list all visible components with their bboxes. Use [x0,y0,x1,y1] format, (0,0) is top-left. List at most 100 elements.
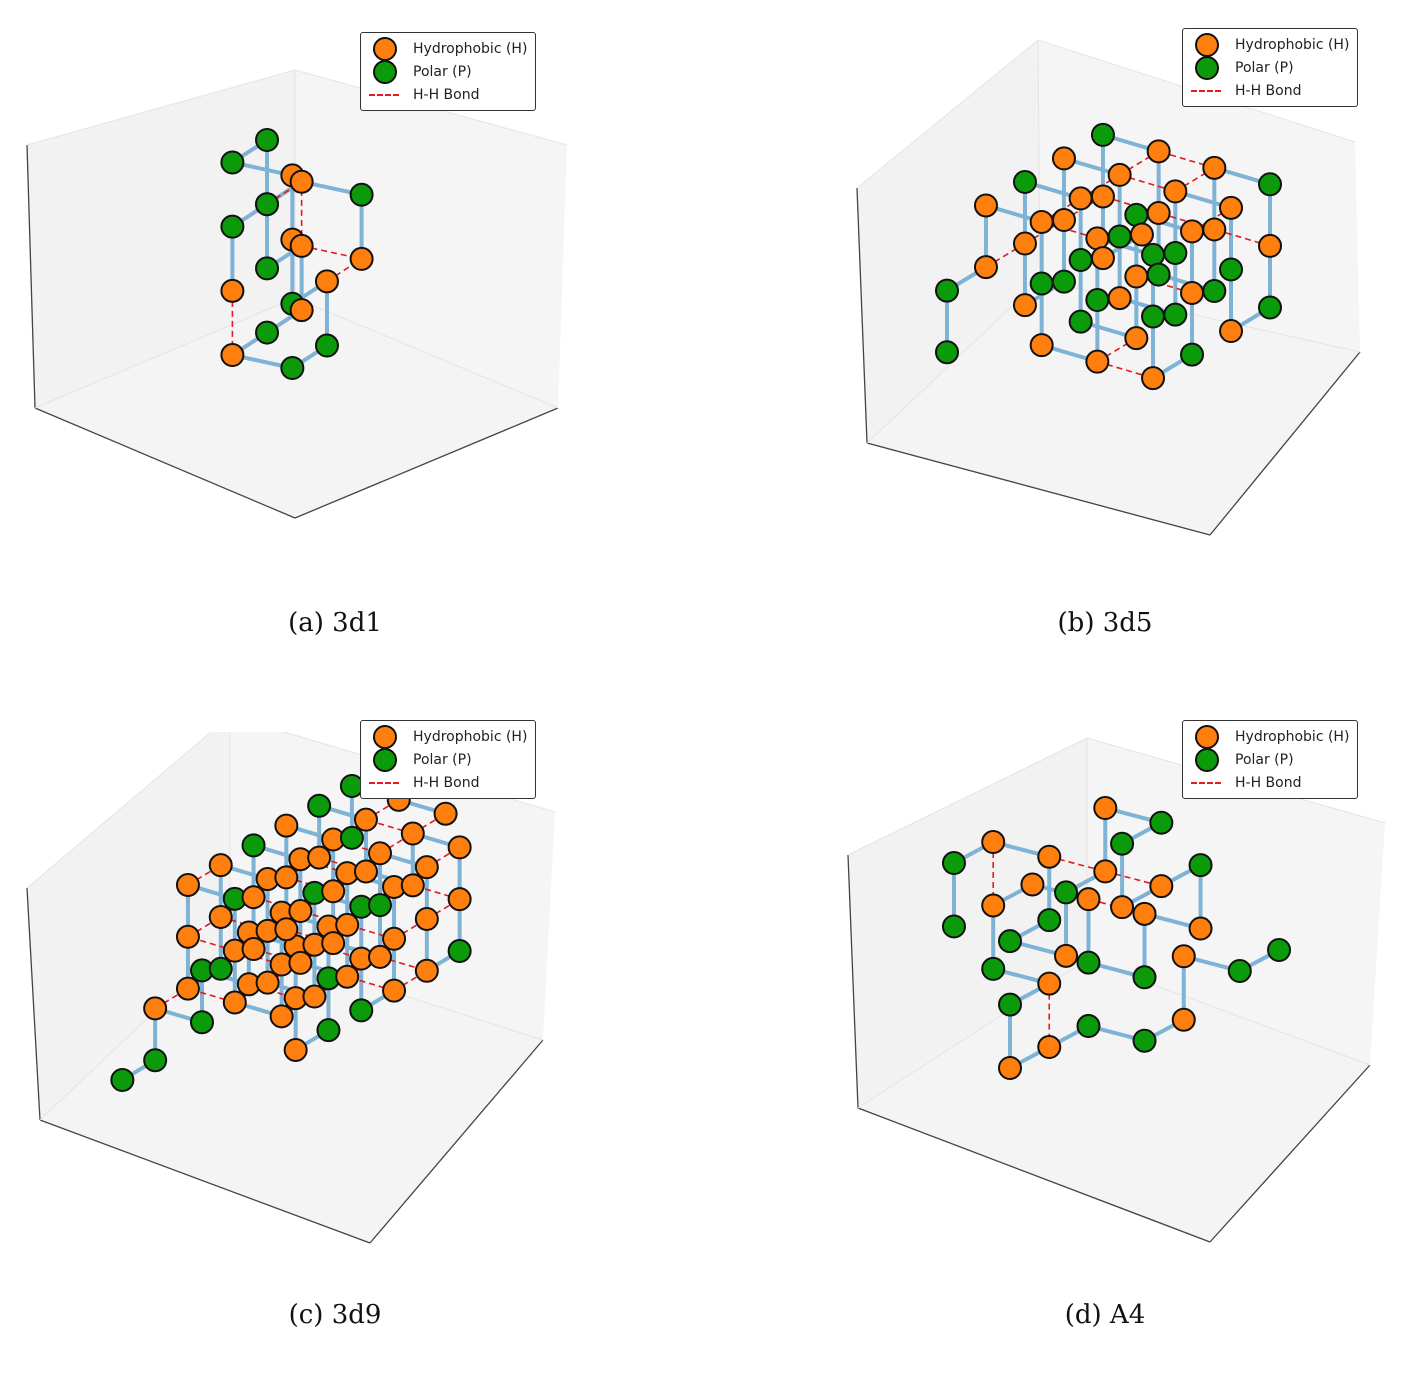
hydrophobic-residue [368,841,393,866]
pane-edge [26,69,296,146]
polar-residue [1141,304,1166,329]
hydrophobic-residue [1093,859,1118,884]
polar-residue [241,833,266,858]
hydrophobic-marker-icon [373,724,397,749]
hydrophobic-residue [1090,184,1115,209]
polar-residue [1141,242,1166,267]
hydrophobic-residue [1051,146,1076,171]
pane-edge [847,737,1088,856]
hydrophobic-residue [1093,796,1118,820]
polar-residue [1076,1014,1101,1039]
legend-hh-bond: H-H Bond [413,86,480,103]
hydrophobic-residue [1188,916,1213,941]
left-pane [27,732,230,1120]
axis-line [34,407,296,519]
polar-residue [314,333,339,358]
hydrophobic-residue [1012,231,1037,256]
hh-bond [1174,167,1215,193]
hydrophobic-residue [143,996,168,1021]
hydrophobic-residue [447,835,472,860]
panel-3d5: Hydrophobic (H) Polar (P) H-H Bond [710,28,1410,700]
hydrophobic-residue [400,821,425,846]
hydrophobic-residue [1180,219,1205,244]
hydrophobic-residue [1202,217,1227,242]
polar-residue [1258,172,1282,197]
legend-polar: Polar (P) [413,63,472,80]
pane-edge [856,40,1039,189]
polar-residue [1068,248,1093,273]
polar-residue [1202,279,1227,304]
hydrophobic-residue [1037,971,1062,996]
residues [935,122,1282,391]
hydrophobic-residue [1124,326,1149,351]
hh-bond-line-icon [1191,89,1221,92]
back-pane [295,70,567,408]
lattice-plot-3d1 [26,69,568,519]
pane-edge [26,732,212,889]
hydrophobic-residue [1202,155,1227,180]
hydrophobic-residue [220,343,245,368]
lattice-plot-3d9 [26,732,556,1244]
hydrophobic-residue [175,924,200,949]
hydrophobic-residue [1171,1007,1196,1032]
hydrophobic-marker-icon [373,36,397,61]
polar-residue [1149,810,1174,835]
hydrophobic-residue [208,904,233,929]
axis-line [857,1107,1211,1243]
polar-residue [998,992,1023,1017]
hydrophobic-residue [1037,844,1062,869]
hydrophobic-residue [353,859,378,884]
polar-residue [316,1018,341,1043]
hydrophobic-residue [1146,200,1171,225]
hydrophobic-residue [414,958,439,983]
polar-residue [1110,831,1135,856]
polar-residue [1219,257,1244,282]
panel-3d1: Hydrophobic (H) Polar (P) H-H Bond [0,32,700,700]
legend-hh-bond: H-H Bond [1235,82,1302,99]
hydrophobic-residue [1051,208,1076,233]
legend: Hydrophobic (H) Polar (P) H-H Bond [360,720,537,799]
hh-bond-line-icon [369,781,399,784]
hydrophobic-residue [220,278,245,303]
hydrophobic-residue [1141,366,1166,391]
hydrophobic-residue [414,855,439,880]
polar-residue [941,851,966,876]
polar-residue [307,793,332,818]
legend-hydrophobic: Hydrophobic (H) [1235,728,1350,745]
polar-residue [1188,853,1213,878]
polar-residue [941,914,966,939]
caption-3d5: (b) 3d5 [1057,608,1153,638]
left-pane [848,738,1087,1108]
polar-residue [935,278,959,303]
hydrophobic-residue [1132,901,1157,926]
hydrophobic-residue [208,853,233,878]
polar-residue [1054,880,1079,905]
panel-a4: Hydrophobic (H) Polar (P) H-H Bond [710,720,1410,1392]
polar-residue [1090,122,1115,147]
hh-bond [985,242,1026,268]
hydrophobic-residue [274,917,299,942]
hydrophobic-residue [175,872,200,897]
hydrophobic-residue [302,984,327,1009]
polar-residue [1267,938,1292,963]
hydrophobic-residue [382,978,407,1003]
hydrophobic-residue [1219,195,1244,220]
polar-residue [110,1068,135,1092]
polar-residue [1085,288,1110,313]
pane-edge [1037,40,1041,281]
polar-residue [255,256,280,281]
hydrophobic-residue [241,885,266,910]
polar-residue [339,825,364,850]
hydrophobic-residue [1107,286,1132,311]
hydrophobic-residue [289,169,314,194]
hydrophobic-residue [222,990,247,1015]
axis-line [866,442,1211,536]
hydrophobic-residue [1037,1035,1062,1060]
axis-line [39,1119,371,1244]
hydrophobic-residue [368,944,393,969]
polar-residue [1163,302,1188,327]
hydrophobic-residue [1012,293,1037,318]
axis-line [847,854,859,1109]
hydrophobic-residue [321,931,346,956]
hydrophobic-residue [1124,264,1149,289]
